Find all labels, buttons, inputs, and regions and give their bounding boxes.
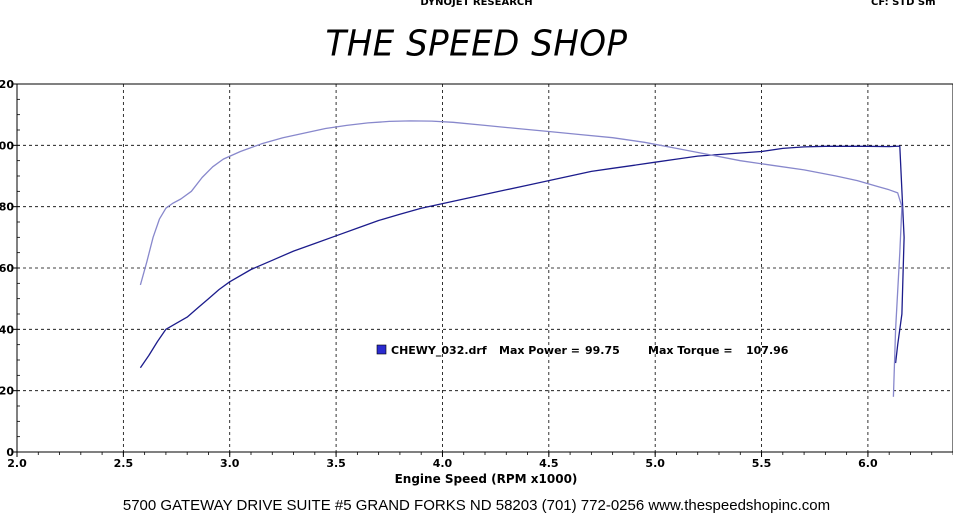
header-dynojet-research: DYNOJET RESEARCH [420,0,533,8]
power-curve [139,145,905,369]
y-tick-label: 120 [0,78,14,91]
y-tick-label: 60 [0,262,14,275]
legend-max-power-label: Max Power = [499,344,580,357]
x-tick-label: 3.0 [220,457,240,470]
x-tick-label: 5.0 [645,457,665,470]
y-tick-label: 40 [0,323,14,336]
y-tick-label: 80 [0,201,14,214]
ticks-layer: 2.0 2.5 3.0 3.5 4.0 4.5 5.0 5.5 6.0 0 20 40 60 80 100 1… [0,78,953,470]
grid-layer [17,84,953,452]
y-tick-label: 100 [0,139,14,152]
x-tick-label: 4.0 [433,457,453,470]
y-tick-label: 0 [6,446,14,459]
legend-file: CHEWY_032.drf [391,344,487,357]
x-tick-label: 2.0 [7,457,27,470]
dyno-chart: 2.0 2.5 3.0 3.5 4.0 4.5 5.0 5.5 6.0 0 20 40 60 80 100 1… [0,78,953,486]
legend: CHEWY_032.drf Max Power = 99.75 Max Torq… [376,344,789,357]
x-tick-label: 4.5 [539,457,559,470]
footer-address: 5700 GATEWAY DRIVE SUITE #5 GRAND FORKS … [122,497,831,514]
torque-curve [139,120,903,397]
x-tick-label: 5.5 [752,457,772,470]
chart-title: THE SPEED SHOP [325,23,628,65]
header-correction-factor: CF: STD Sm [871,0,936,8]
x-tick-label: 3.5 [326,457,346,470]
legend-max-power-value: 99.75 [585,344,620,357]
series-layer [139,120,905,397]
y-tick-label: 20 [0,385,14,398]
legend-max-torque-label: Max Torque = [648,344,733,357]
x-axis-title: Engine Speed (RPM x1000) [395,472,578,486]
legend-swatch [376,344,387,355]
legend-max-torque-value: 107.96 [746,344,789,357]
x-tick-label: 6.0 [858,457,878,470]
x-tick-label: 2.5 [114,457,134,470]
